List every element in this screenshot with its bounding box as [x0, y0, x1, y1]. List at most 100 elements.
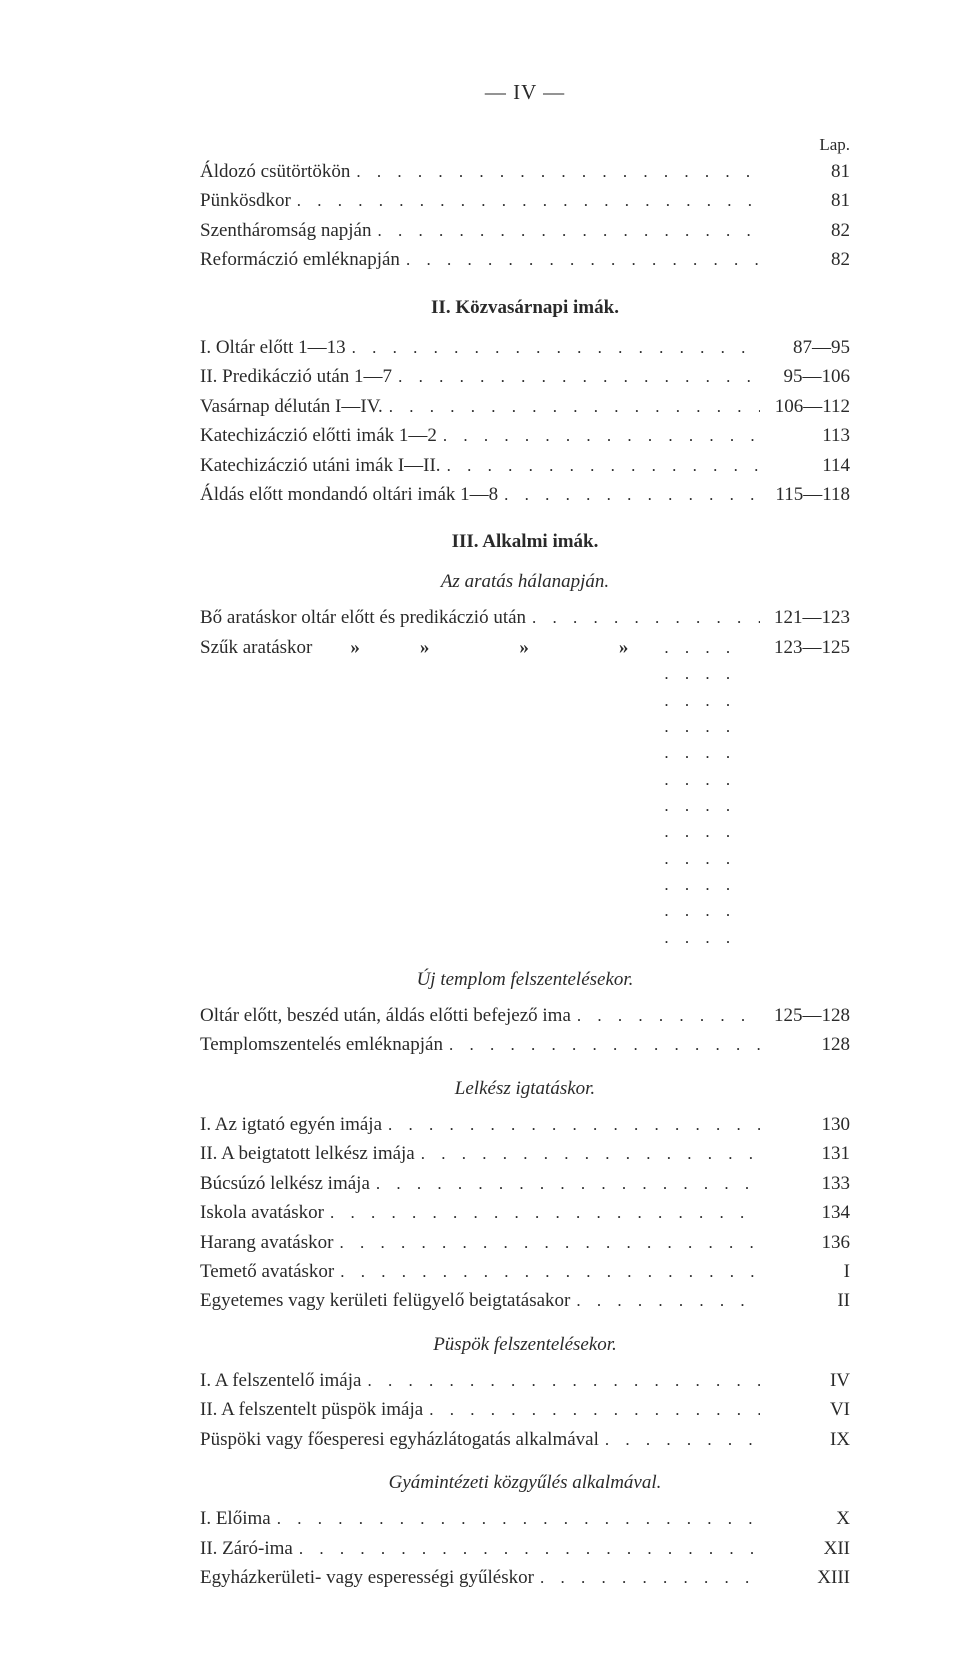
- toc-entry: Katechizáczió előtti imák 1—2 . . . . . …: [200, 421, 850, 450]
- toc-entry: II. A felszentelt püspök imája . . . . .…: [200, 1395, 850, 1424]
- toc-label: Áldozó csütörtökön: [200, 157, 350, 186]
- toc-entry: Püspöki vagy főesperesi egyházlátogatás …: [200, 1425, 850, 1454]
- toc-label: Temető avatáskor: [200, 1257, 334, 1286]
- toc-page: VI: [760, 1395, 850, 1424]
- toc-page: 136: [760, 1228, 850, 1257]
- toc-label: Harang avatáskor: [200, 1228, 333, 1257]
- toc-page: 81: [760, 157, 850, 186]
- toc-label: I. A felszentelő imája: [200, 1366, 361, 1395]
- toc-page: 125—128: [760, 1001, 850, 1030]
- toc-page: 81: [760, 186, 850, 215]
- toc-entry: Szentháromság napján . . . . . . . . . .…: [200, 216, 850, 245]
- toc-page: 113: [760, 421, 850, 450]
- toc-label: Vasárnap délután I—IV.: [200, 392, 383, 421]
- toc-entry: I. Előima . . . . . . . . . . . . . . . …: [200, 1504, 850, 1533]
- leader-dots: . . . . . . . . . . . . . . . . . . . . …: [361, 1368, 760, 1394]
- toc-label: Bő aratáskor oltár előtt és predikáczió …: [200, 603, 526, 632]
- toc-label: II. A felszentelt püspök imája: [200, 1395, 423, 1424]
- toc-entry: Oltár előtt, beszéd után, áldás előtti b…: [200, 1001, 850, 1030]
- toc-label: Oltár előtt, beszéd után, áldás előtti b…: [200, 1001, 571, 1030]
- toc-label: Püspöki vagy főesperesi egyházlátogatás …: [200, 1425, 599, 1454]
- toc-page: I: [760, 1257, 850, 1286]
- leader-dots: . . . . . . . . . . . . . . . . . . . . …: [333, 1230, 760, 1256]
- toc-label: Katechizáczió utáni imák I—II.: [200, 451, 441, 480]
- toc-page: II: [760, 1286, 850, 1315]
- toc-entry: Harang avatáskor . . . . . . . . . . . .…: [200, 1228, 850, 1257]
- section-heading: III. Alkalmi imák.: [200, 531, 850, 553]
- toc-page: 131: [760, 1139, 850, 1168]
- toc-label: Egyetemes vagy kerületi felügyelő beigta…: [200, 1286, 570, 1315]
- toc-entry-ditto: Szűk aratáskor » » » » . . . . . . . . .…: [200, 633, 850, 951]
- toc-entry: II. A beigtatott lelkész imája . . . . .…: [200, 1139, 850, 1168]
- leader-dots: . . . . . . . . . . . . . . . . . . . . …: [293, 1536, 760, 1562]
- page-number: — IV —: [200, 80, 850, 105]
- toc-page: 134: [760, 1198, 850, 1227]
- ditto-mark: »: [589, 633, 659, 662]
- leader-dots: . . . . . . . . . . . . . . . . . . . . …: [291, 188, 760, 214]
- toc-label: Egyházkerületi- vagy esperességi gyűlésk…: [200, 1563, 534, 1592]
- toc-entry: I. A felszentelő imája . . . . . . . . .…: [200, 1366, 850, 1395]
- leader-dots: . . . . . . . . . . . . . . . . . . . . …: [443, 1032, 760, 1058]
- page-container: — IV — Lap. Áldozó csütörtökön . . . . .…: [0, 0, 960, 1653]
- sub-heading: Gyámintézeti közgyűlés alkalmával.: [200, 1472, 850, 1494]
- toc-label: Iskola avatáskor: [200, 1198, 324, 1227]
- leader-dots: . . . . . . . . . . . . . . . . . . . . …: [599, 1427, 760, 1453]
- toc-label: II. Predikáczió után 1—7: [200, 362, 392, 391]
- ditto-mark: »: [390, 633, 460, 662]
- toc-label: I. Oltár előtt 1—13: [200, 333, 346, 362]
- toc-entry: Búcsúzó lelkész imája . . . . . . . . . …: [200, 1169, 850, 1198]
- leader-dots: . . . . . . . . . . . . . . . . . . . . …: [423, 1397, 760, 1423]
- toc-entry: Templomszentelés emléknapján . . . . . .…: [200, 1030, 850, 1059]
- leader-dots: . . . . . . . . . . . . . . . . . . . . …: [571, 1003, 760, 1029]
- toc-entry: I. Oltár előtt 1—13 . . . . . . . . . . …: [200, 333, 850, 362]
- ditto-mark: »: [459, 633, 589, 662]
- toc-page: 106—112: [760, 392, 850, 421]
- top-entries: Áldozó csütörtökön . . . . . . . . . . .…: [200, 157, 850, 275]
- leader-dots: . . . . . . . . . . . . . . . . . . . . …: [570, 1288, 760, 1314]
- leader-dots: . . . . . . . . . . . . . . . . . . . . …: [370, 1171, 760, 1197]
- toc-label: Áldás előtt mondandó oltári imák 1—8: [200, 480, 498, 509]
- sub-heading: Az aratás hálanapján.: [200, 571, 850, 593]
- toc-page: 114: [760, 451, 850, 480]
- leader-dots: . . . . . . . . . . . . . . . . . . . . …: [346, 335, 760, 361]
- toc-entry: Reformáczió emléknapján . . . . . . . . …: [200, 245, 850, 274]
- sub-heading: Lelkész igtatáskor.: [200, 1078, 850, 1100]
- toc-page: 95—106: [760, 362, 850, 391]
- toc-entry: Egyetemes vagy kerületi felügyelő beigta…: [200, 1286, 850, 1315]
- toc-entry: Áldás előtt mondandó oltári imák 1—8 . .…: [200, 480, 850, 509]
- leader-dots: . . . . . . . . . . . . . . . . . . . . …: [526, 605, 760, 631]
- leader-dots: . . . . . . . . . . . . . . . . . . . . …: [271, 1506, 760, 1532]
- toc-label: Katechizáczió előtti imák 1—2: [200, 421, 437, 450]
- toc-page: 82: [760, 245, 850, 274]
- toc-page: 115—118: [760, 480, 850, 509]
- toc-entry: II. Záró-ima . . . . . . . . . . . . . .…: [200, 1534, 850, 1563]
- leader-dots: . . . . . . . . . . . . . . . . . . . . …: [324, 1200, 760, 1226]
- toc-entry: Bő aratáskor oltár előtt és predikáczió …: [200, 603, 850, 632]
- toc-entry: I. Az igtató egyén imája . . . . . . . .…: [200, 1110, 850, 1139]
- toc-label: Szűk aratáskor: [200, 633, 320, 662]
- leader-dots: . . . . . . . . . . . . . . . . . . . . …: [441, 453, 760, 479]
- leader-dots: . . . . . . . . . . . . . . . . . . . . …: [400, 247, 760, 273]
- toc-page: 82: [760, 216, 850, 245]
- toc-page: 121—123: [760, 603, 850, 632]
- toc-label: II. A beigtatott lelkész imája: [200, 1139, 415, 1168]
- section2-entries: I. Oltár előtt 1—13 . . . . . . . . . . …: [200, 333, 850, 510]
- toc-entry: Áldozó csütörtökön . . . . . . . . . . .…: [200, 157, 850, 186]
- toc-page: IV: [760, 1366, 850, 1395]
- toc-label: Pünkösdkor: [200, 186, 291, 215]
- toc-label: Reformáczió emléknapján: [200, 245, 400, 274]
- leader-dots: . . . . . . . . . . . . . . . . . . . . …: [382, 1112, 760, 1138]
- toc-entry: Vasárnap délután I—IV. . . . . . . . . .…: [200, 392, 850, 421]
- ditto-mark: »: [320, 633, 390, 662]
- leader-dots: . . . . . . . . . . . . . . . . . . . . …: [498, 482, 760, 508]
- sub-heading: Új templom felszentelésekor.: [200, 969, 850, 991]
- toc-entry: Pünkösdkor . . . . . . . . . . . . . . .…: [200, 186, 850, 215]
- toc-page: XIII: [760, 1563, 850, 1592]
- toc-label: II. Záró-ima: [200, 1534, 293, 1563]
- toc-page: 128: [760, 1030, 850, 1059]
- toc-page: IX: [760, 1425, 850, 1454]
- sub-heading: Püspök felszentelésekor.: [200, 1334, 850, 1356]
- leader-dots: . . . . . . . . . . . . . . . . . . . . …: [350, 159, 760, 185]
- toc-label: Templomszentelés emléknapján: [200, 1030, 443, 1059]
- column-header-lap: Lap.: [200, 135, 850, 155]
